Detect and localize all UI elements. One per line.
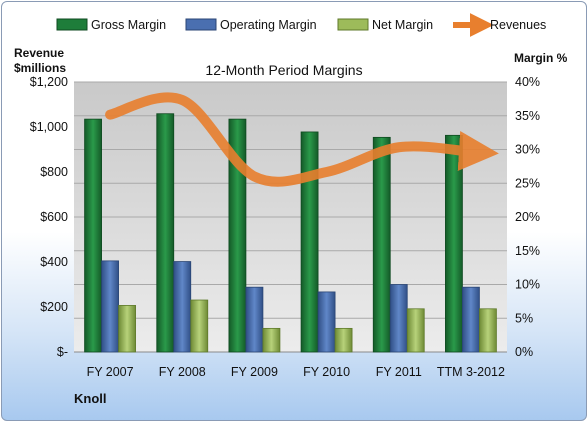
left-tick-label: $1,200 (30, 75, 68, 89)
left-tick-label: $200 (40, 300, 68, 314)
legend-item-operating-margin[interactable]: Operating Margin (185, 18, 317, 32)
bar-net-margin-ttm-3-2012[interactable] (479, 308, 497, 353)
right-tick-label: 0% (515, 345, 533, 359)
left-tick-label: $600 (40, 210, 68, 224)
bar-operating-margin-fy-2010[interactable] (317, 291, 336, 353)
bar-net-margin-fy-2007[interactable] (118, 305, 136, 353)
legend-item-revenues[interactable]: Revenues (453, 13, 546, 37)
right-tick-label: 15% (515, 244, 540, 258)
legend-label-gross-margin: Gross Margin (91, 18, 166, 32)
company-label: Knoll (74, 391, 107, 406)
category-label: FY 2007 (87, 365, 134, 379)
bar-operating-margin-fy-2011[interactable] (389, 284, 408, 353)
right-tick-label: 30% (515, 143, 540, 157)
bars (84, 113, 497, 353)
bar-operating-margin-fy-2009[interactable] (245, 286, 264, 353)
legend-item-gross-margin[interactable]: Gross Margin (56, 18, 166, 32)
category-label: FY 2011 (376, 365, 422, 379)
revenue-line[interactable] (105, 92, 499, 187)
legend-label-revenues: Revenues (490, 18, 546, 32)
left-axis-title-line2: $millions (14, 61, 66, 75)
bar-net-margin-fy-2010[interactable] (334, 327, 353, 353)
left-axis-title-line1: Revenue (14, 46, 64, 60)
left-axis-ticks: $- $200 $400 $600 $800 $1,000 $1,200 (30, 75, 68, 359)
bar-gross-margin-fy-2007[interactable] (84, 118, 102, 353)
legend-item-net-margin[interactable]: Net Margin (337, 18, 433, 32)
left-tick-label: $800 (40, 165, 68, 179)
right-axis-title: Margin % (514, 51, 568, 65)
bar-operating-margin-fy-2007[interactable] (101, 260, 119, 353)
chart-title: 12-Month Period Margins (205, 62, 362, 78)
bar-net-margin-fy-2009[interactable] (262, 327, 281, 353)
legend-swatch-operating-margin (185, 18, 217, 31)
left-tick-label: $1,000 (30, 120, 68, 134)
bar-gross-margin-fy-2009[interactable] (228, 118, 247, 353)
category-label: FY 2009 (231, 365, 278, 379)
bar-operating-margin-ttm-3-2012[interactable] (462, 286, 480, 353)
left-tick-label: $400 (40, 255, 68, 269)
bar-gross-margin-fy-2008[interactable] (156, 113, 175, 353)
legend: Gross Margin Operating Margin Net Margin… (56, 13, 546, 37)
bar-gross-margin-ttm-3-2012[interactable] (445, 134, 463, 353)
category-labels: FY 2007 FY 2008 FY 2009 FY 2010 FY 2011 TTM 3… (87, 365, 505, 379)
revenue-line-layer (105, 92, 499, 187)
bar-gross-margin-fy-2010[interactable] (300, 131, 319, 353)
legend-swatch-gross-margin (56, 18, 88, 31)
right-tick-label: 5% (515, 311, 533, 325)
gridlines (74, 81, 507, 353)
right-tick-label: 35% (515, 109, 540, 123)
right-tick-label: 25% (515, 176, 540, 190)
bar-net-margin-fy-2008[interactable] (190, 299, 209, 353)
right-axis-ticks: 0% 5% 10% 15% 20% 25% 30% 35% 40% (515, 75, 540, 359)
category-label: FY 2010 (303, 365, 350, 379)
bar-gross-margin-fy-2011[interactable] (372, 136, 391, 353)
bar-operating-margin-fy-2008[interactable] (173, 261, 192, 353)
legend-label-net-margin: Net Margin (372, 18, 433, 32)
left-tick-label: $- (57, 345, 68, 359)
category-label: TTM 3-2012 (437, 365, 505, 379)
legend-label-operating-margin: Operating Margin (220, 18, 317, 32)
right-tick-label: 40% (515, 75, 540, 89)
right-tick-label: 10% (515, 278, 540, 292)
category-label: FY 2008 (159, 365, 206, 379)
bar-net-margin-fy-2011[interactable] (406, 308, 425, 353)
legend-swatch-net-margin (337, 18, 369, 31)
right-tick-label: 20% (515, 210, 540, 224)
